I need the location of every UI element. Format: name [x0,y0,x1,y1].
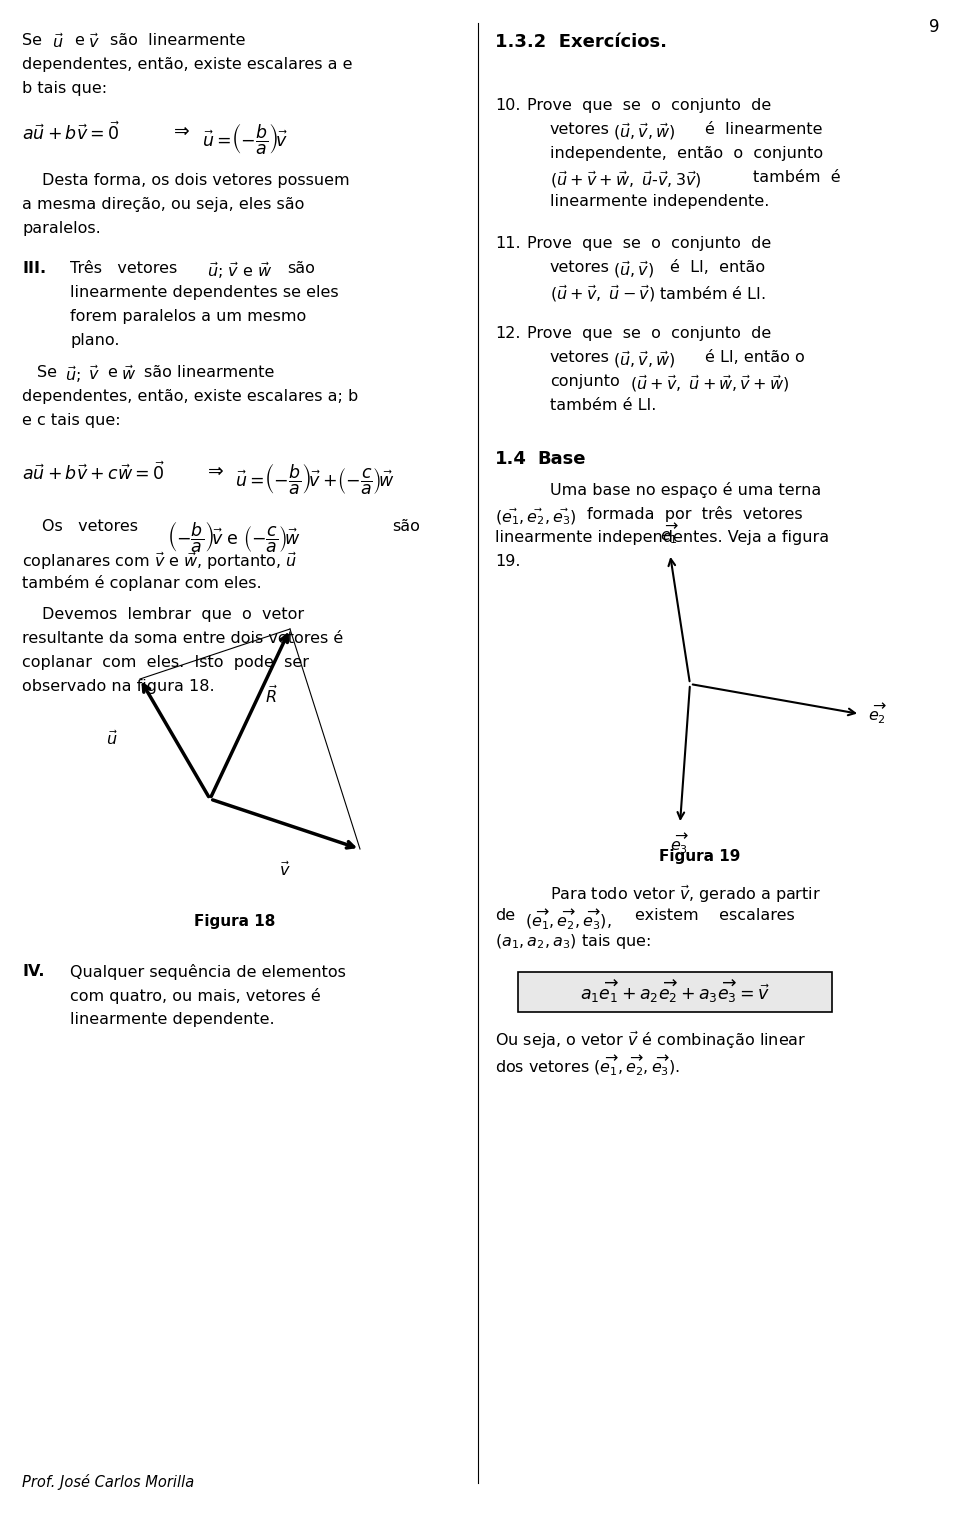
Text: linearmente dependentes se eles: linearmente dependentes se eles [70,285,339,300]
Text: $(\vec{u}+\vec{v},\ \vec{u}+\vec{w},\vec{v}+\vec{w})$: $(\vec{u}+\vec{v},\ \vec{u}+\vec{w},\vec… [630,374,789,394]
Text: coplanar  com  eles.  Isto  pode  ser: coplanar com eles. Isto pode ser [22,655,309,671]
Text: $\Rightarrow$: $\Rightarrow$ [170,122,190,140]
Text: $\vec{v}$: $\vec{v}$ [88,365,100,383]
Text: e c tais que:: e c tais que: [22,414,121,428]
Text: são linearmente: são linearmente [144,365,275,380]
Text: Se: Se [22,32,42,48]
Text: Os   vetores: Os vetores [42,518,138,534]
Text: Três   vetores: Três vetores [70,261,178,275]
Text: $\vec{u}$;: $\vec{u}$; [65,365,81,384]
Text: resultante da soma entre dois vetores é: resultante da soma entre dois vetores é [22,631,344,646]
Text: Prove  que  se  o  conjunto  de: Prove que se o conjunto de [527,98,771,112]
Text: linearmente dependente.: linearmente dependente. [70,1012,275,1027]
Text: dependentes, então, existe escalares a e: dependentes, então, existe escalares a e [22,57,352,72]
Text: e: e [74,32,84,48]
Text: com quatro, ou mais, vetores é: com quatro, ou mais, vetores é [70,987,321,1004]
Text: Devemos  lembrar  que  o  vetor: Devemos lembrar que o vetor [42,608,304,621]
Text: 9: 9 [929,18,940,35]
Text: Se: Se [37,365,57,380]
Text: $(\vec{u}+\vec{v},\ \vec{u} - \vec{v})$ também é LI.: $(\vec{u}+\vec{v},\ \vec{u} - \vec{v})$ … [550,285,766,305]
Text: $\vec{w}$: $\vec{w}$ [121,365,136,383]
Text: $(\vec{u}, \vec{v}, \vec{w})$: $(\vec{u}, \vec{v}, \vec{w})$ [613,351,675,371]
Text: também é LI.: também é LI. [550,398,657,414]
Text: Prove  que  se  o  conjunto  de: Prove que se o conjunto de [527,326,771,341]
Text: $a\vec{u}+b\vec{v}= \vec{0}$: $a\vec{u}+b\vec{v}= \vec{0}$ [22,122,120,143]
Text: $(\vec{e_1}, \vec{e_2}, \vec{e_3})$: $(\vec{e_1}, \vec{e_2}, \vec{e_3})$ [495,506,577,526]
Text: $\vec{v}$: $\vec{v}$ [279,861,291,880]
Text: $\Rightarrow$: $\Rightarrow$ [204,461,225,480]
Text: III.: III. [22,261,46,275]
Text: IV.: IV. [22,964,44,980]
Text: $\vec{v}$: $\vec{v}$ [88,32,100,51]
Text: $\vec{u} = \!\left(-\dfrac{b}{a}\right)\!\vec{v}$: $\vec{u} = \!\left(-\dfrac{b}{a}\right)\… [202,122,288,155]
Text: paralelos.: paralelos. [22,221,101,235]
Text: é  LI,  então: é LI, então [670,260,765,275]
Text: são  linearmente: são linearmente [110,32,246,48]
Text: $\left(-\dfrac{b}{a}\right)\!\vec{v}$ e $\left(-\dfrac{c}{a}\right)\!\vec{w}$: $\left(-\dfrac{b}{a}\right)\!\vec{v}$ e … [167,518,300,554]
Text: Figura 19: Figura 19 [660,849,741,864]
Text: 1.4: 1.4 [495,451,527,468]
Text: Uma base no espaço é uma terna: Uma base no espaço é uma terna [550,481,821,498]
Text: $(\vec{u}+\vec{v}+\vec{w},\ \vec{u}\text{-}\vec{v},3\vec{v})$: $(\vec{u}+\vec{v}+\vec{w},\ \vec{u}\text… [550,171,702,191]
Text: também  é: também é [753,171,841,185]
Text: Figura 18: Figura 18 [194,914,276,929]
Text: vetores: vetores [550,351,610,365]
Text: linearmente independente.: linearmente independente. [550,194,769,209]
Text: Ou seja, o vetor $\vec{v}$ é combinação linear: Ou seja, o vetor $\vec{v}$ é combinação … [495,1030,806,1052]
Text: plano.: plano. [70,334,119,348]
Text: Prof. José Carlos Morilla: Prof. José Carlos Morilla [22,1473,194,1490]
Text: Qualquer sequência de elementos: Qualquer sequência de elementos [70,964,346,980]
Text: $\vec{R}$: $\vec{R}$ [265,684,277,706]
Text: são: são [287,261,315,275]
Text: $(\overrightarrow{e_1}, \overrightarrow{e_2}, \overrightarrow{e_3})$,: $(\overrightarrow{e_1}, \overrightarrow{… [525,907,612,932]
Text: 12.: 12. [495,326,520,341]
Text: $(a_1,a_2,a_3)$ tais que:: $(a_1,a_2,a_3)$ tais que: [495,932,651,950]
Text: existem    escalares: existem escalares [635,907,795,923]
Text: dependentes, então, existe escalares a; b: dependentes, então, existe escalares a; … [22,389,358,404]
Text: 1.3.2  Exercícios.: 1.3.2 Exercícios. [495,32,667,51]
Text: observado na figura 18.: observado na figura 18. [22,678,215,694]
Text: $\vec{u}$: $\vec{u}$ [107,731,118,747]
Text: $a_1\overrightarrow{e_1} + a_2\overrightarrow{e_2} + a_3\overrightarrow{e_3} = \: $a_1\overrightarrow{e_1} + a_2\overright… [580,978,770,1006]
Text: $(\vec{u}, \vec{v})$: $(\vec{u}, \vec{v})$ [613,260,654,280]
Text: coplanares com $\vec{v}$ e $\vec{w}$, portanto, $\vec{u}$: coplanares com $\vec{v}$ e $\vec{w}$, po… [22,551,298,572]
Text: 11.: 11. [495,235,520,251]
Text: $\overrightarrow{e_1}$: $\overrightarrow{e_1}$ [660,521,680,546]
Text: também é coplanar com eles.: também é coplanar com eles. [22,575,262,591]
Text: e: e [107,365,117,380]
Text: $\overrightarrow{e_2}$: $\overrightarrow{e_2}$ [868,701,887,726]
Text: vetores: vetores [550,122,610,137]
Text: dos vetores $(\overrightarrow{e_1}, \overrightarrow{e_2}, \overrightarrow{e_3})$: dos vetores $(\overrightarrow{e_1}, \ove… [495,1054,680,1078]
Text: Prove  que  se  o  conjunto  de: Prove que se o conjunto de [527,235,771,251]
Text: vetores: vetores [550,260,610,275]
Text: formada  por  três  vetores: formada por três vetores [587,506,803,521]
Text: 10.: 10. [495,98,520,112]
Text: Base: Base [537,451,586,468]
Text: são: são [392,518,420,534]
Text: $a\vec{u} + b\vec{v}+c\vec{w} = \vec{0}$: $a\vec{u} + b\vec{v}+c\vec{w} = \vec{0}$ [22,461,165,483]
Text: é  linearmente: é linearmente [705,122,823,137]
Text: linearmente independentes. Veja a figura: linearmente independentes. Veja a figura [495,531,829,544]
Text: Para todo vetor $\vec{v}$, gerado a partir: Para todo vetor $\vec{v}$, gerado a part… [550,884,821,906]
Text: $(\vec{u}, \vec{v}, \vec{w})$: $(\vec{u}, \vec{v}, \vec{w})$ [613,122,675,141]
Text: $\overrightarrow{e_3}$: $\overrightarrow{e_3}$ [670,832,689,857]
Text: forem paralelos a um mesmo: forem paralelos a um mesmo [70,309,306,325]
Text: $\vec{u}$: $\vec{u}$ [52,32,63,51]
Text: $\vec{u} = \!\left(-\dfrac{b}{a}\right)\!\vec{v} + \!\left(-\dfrac{c}{a}\right)\: $\vec{u} = \!\left(-\dfrac{b}{a}\right)\… [235,461,395,495]
Text: 19.: 19. [495,554,520,569]
Text: a mesma direção, ou seja, eles são: a mesma direção, ou seja, eles são [22,197,304,212]
Text: de: de [495,907,516,923]
Text: Desta forma, os dois vetores possuem: Desta forma, os dois vetores possuem [42,172,349,188]
Text: conjunto: conjunto [550,374,620,389]
Text: b tais que:: b tais que: [22,82,108,95]
FancyBboxPatch shape [518,972,832,1012]
Text: é LI, então o: é LI, então o [705,351,804,365]
Text: $\vec{u}$; $\vec{v}$ e $\vec{w}$: $\vec{u}$; $\vec{v}$ e $\vec{w}$ [207,261,273,281]
Text: independente,  então  o  conjunto: independente, então o conjunto [550,146,823,161]
